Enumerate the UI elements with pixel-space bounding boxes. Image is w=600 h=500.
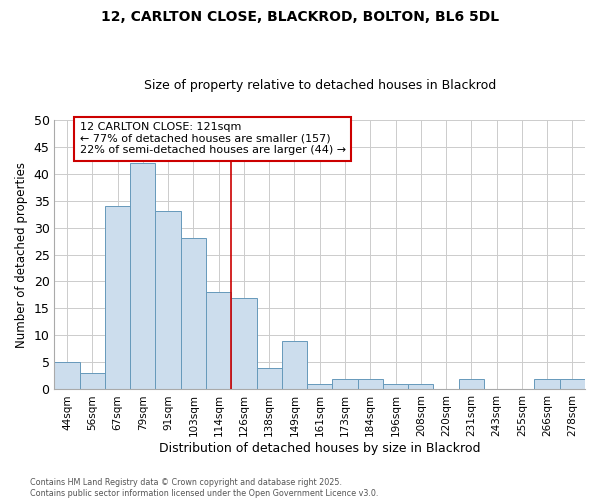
Bar <box>105 206 130 390</box>
Bar <box>257 368 282 390</box>
Bar <box>383 384 408 390</box>
Title: Size of property relative to detached houses in Blackrod: Size of property relative to detached ho… <box>143 79 496 92</box>
Bar <box>206 292 231 390</box>
Bar <box>231 298 257 390</box>
Text: 12 CARLTON CLOSE: 121sqm
← 77% of detached houses are smaller (157)
22% of semi-: 12 CARLTON CLOSE: 121sqm ← 77% of detach… <box>80 122 346 156</box>
Bar <box>181 238 206 390</box>
Text: Contains HM Land Registry data © Crown copyright and database right 2025.
Contai: Contains HM Land Registry data © Crown c… <box>30 478 379 498</box>
Bar <box>130 162 155 390</box>
Bar <box>282 341 307 390</box>
Bar <box>55 362 80 390</box>
X-axis label: Distribution of detached houses by size in Blackrod: Distribution of detached houses by size … <box>159 442 481 455</box>
Text: 12, CARLTON CLOSE, BLACKROD, BOLTON, BL6 5DL: 12, CARLTON CLOSE, BLACKROD, BOLTON, BL6… <box>101 10 499 24</box>
Bar <box>155 212 181 390</box>
Bar <box>408 384 433 390</box>
Bar <box>307 384 332 390</box>
Bar <box>560 378 585 390</box>
Bar <box>458 378 484 390</box>
Bar <box>80 374 105 390</box>
Y-axis label: Number of detached properties: Number of detached properties <box>15 162 28 348</box>
Bar <box>535 378 560 390</box>
Bar <box>358 378 383 390</box>
Bar <box>332 378 358 390</box>
